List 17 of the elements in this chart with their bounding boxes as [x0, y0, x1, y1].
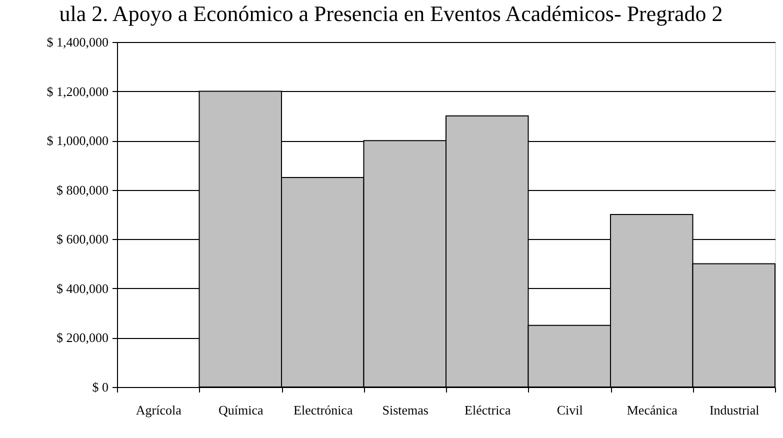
y-tick-label: $ 0: [92, 380, 108, 394]
x-tick-label: Electrónica: [294, 402, 353, 418]
x-tick-label: Química: [218, 402, 264, 418]
y-tick-label: $ 200,000: [56, 330, 108, 346]
x-tick-label: Mecánica: [626, 402, 678, 418]
y-tick-label: $ 1,000,000: [46, 133, 108, 148]
x-tick-label: Industrial: [709, 402, 760, 418]
y-tick-label: $ 1,400,000: [46, 34, 108, 50]
x-tick-label: Eléctrica: [464, 402, 511, 418]
x-tick-label: Civil: [556, 402, 584, 418]
chart-title: ula 2. Apoyo a Económico a Presencia en Eventos Académicos- Pregrado 2: [59, 1, 723, 26]
y-tick-label: $ 400,000: [56, 280, 108, 296]
y-tick-label: $ 600,000: [56, 232, 108, 247]
x-tick-label: Agrícola: [136, 402, 182, 418]
x-tick-label: Sistemas: [382, 402, 428, 418]
y-tick-label: $ 1,200,000: [46, 84, 108, 99]
y-tick-label: $ 800,000: [56, 182, 108, 198]
